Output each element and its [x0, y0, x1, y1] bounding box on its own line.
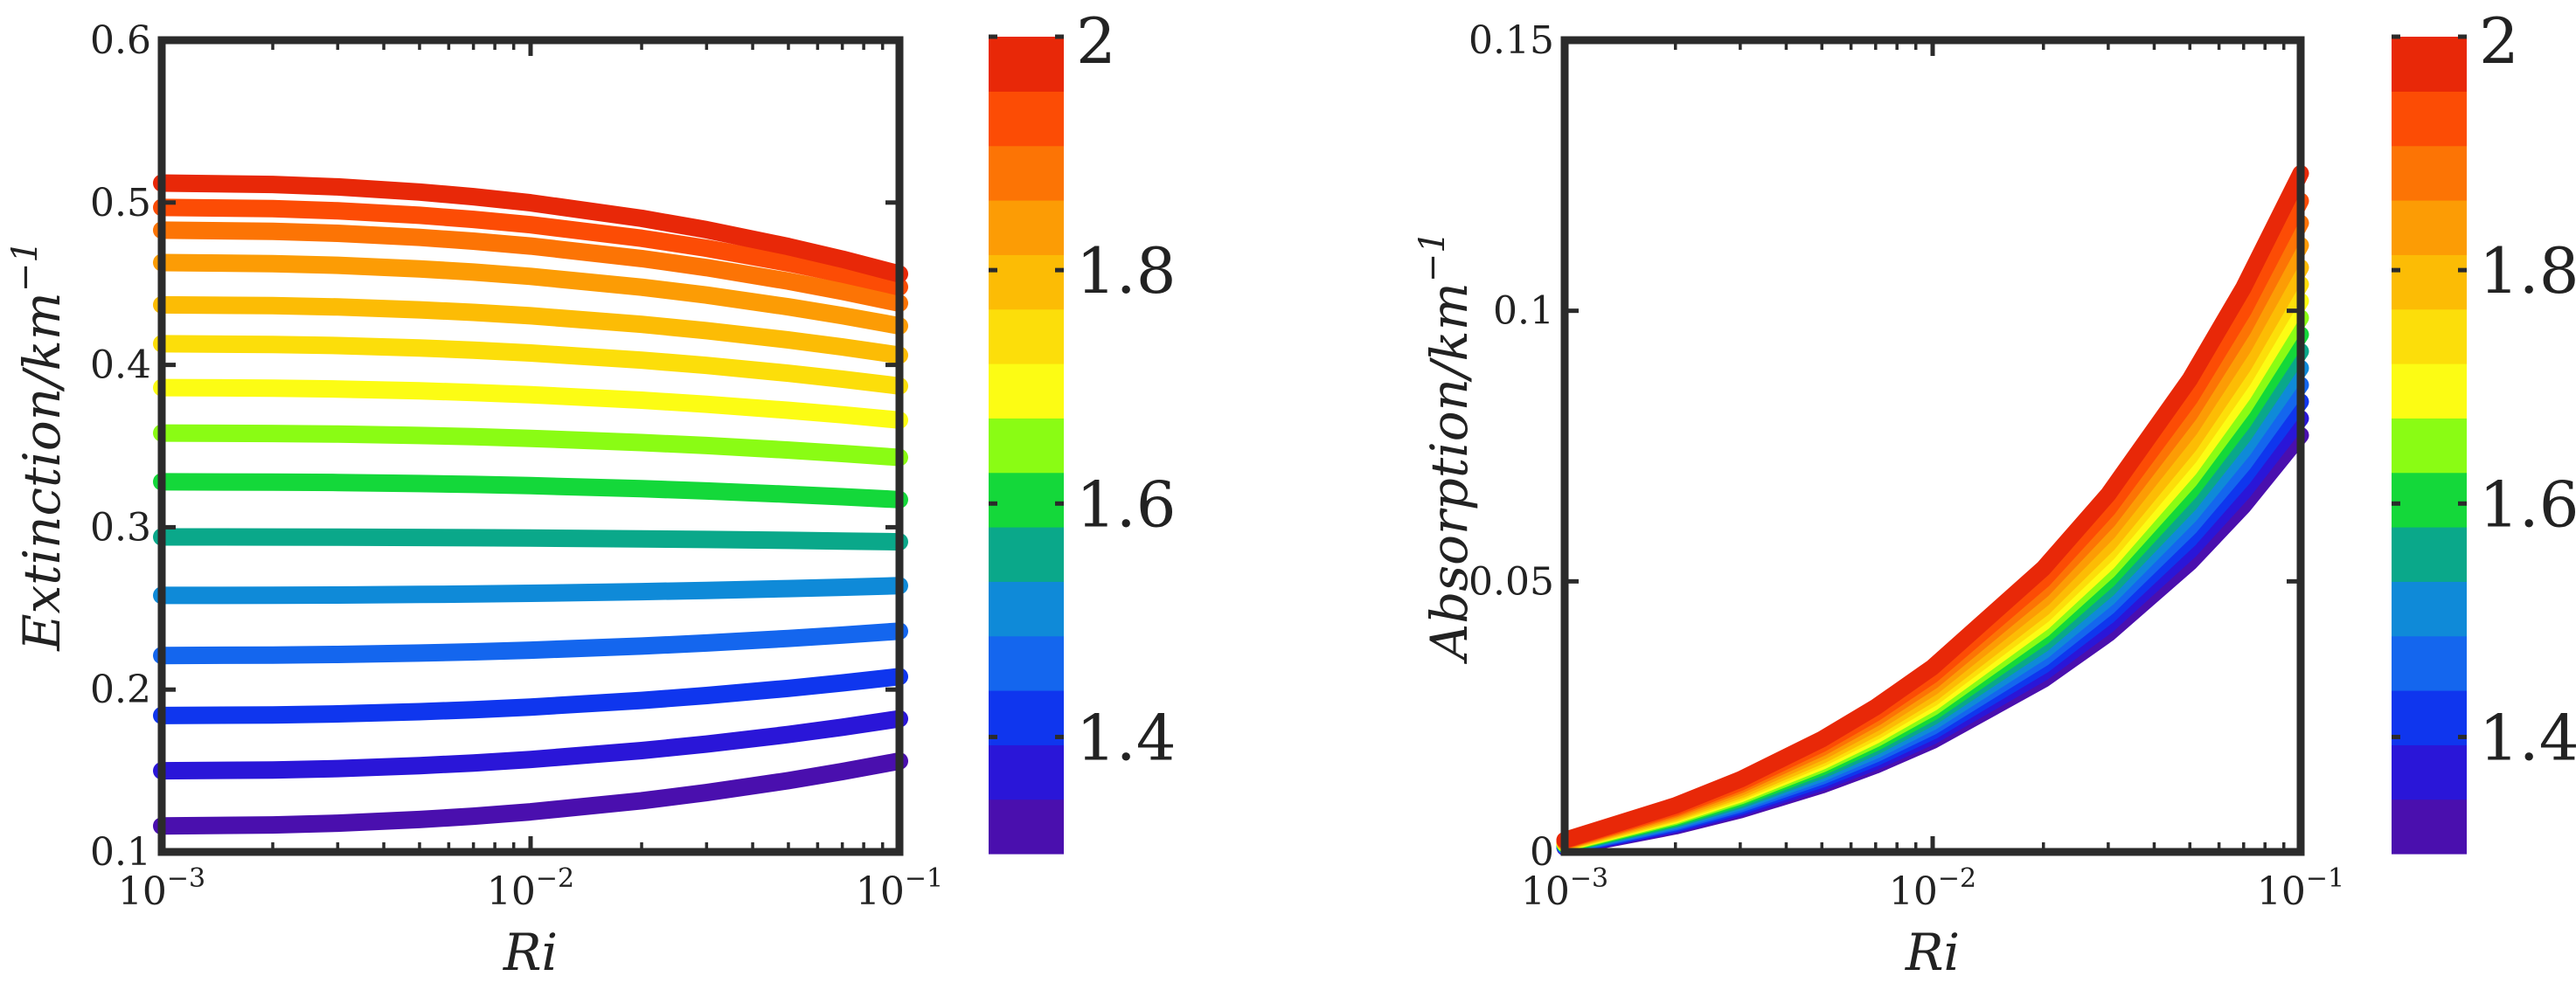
extinction-series-line	[153, 577, 908, 605]
extinction-xtick-label: 10−1	[856, 863, 943, 914]
absorption-panel: 0 0.05 0.1 0.15 10−3 10−2 10−1 Ri Absorptio…	[1413, 4, 2576, 982]
extinction-ytick-label: 0.1	[90, 830, 151, 875]
colorbar-tick-label: 1.4	[1076, 701, 1177, 774]
colorbar-segment	[2392, 418, 2467, 474]
colorbar-segment	[2392, 200, 2467, 255]
colorbar-segment	[989, 527, 1064, 582]
extinction-series-line	[153, 622, 908, 665]
extinction-series-line	[153, 710, 908, 780]
colorbar-segment	[2392, 37, 2467, 92]
extinction-ytick-label: 0.6	[90, 18, 151, 63]
colorbar-tick-label: 1.4	[2479, 701, 2576, 774]
colorbar-segment	[989, 308, 1064, 364]
absorption-ytick-label: 0.1	[1493, 289, 1554, 334]
extinction-y-axis-title: Extinction/km−1	[5, 240, 72, 652]
extinction-series-line	[153, 295, 908, 364]
extinction-series-line	[153, 424, 908, 467]
colorbar-segment	[989, 472, 1064, 528]
absorption-x-ticks: 10−3 10−2 10−1	[1521, 863, 2344, 914]
extinction-series-line	[153, 253, 908, 335]
extinction-series-line	[153, 752, 908, 835]
colorbar-segment	[989, 690, 1064, 745]
colorbar-tick-label: 2	[1076, 4, 1116, 78]
extinction-ytick-label: 0.3	[90, 505, 151, 550]
colorbar-segment	[2392, 363, 2467, 419]
colorbar-segment	[989, 744, 1064, 800]
colorbar-segment	[2392, 581, 2467, 637]
absorption-ytick-label: 0.05	[1469, 559, 1554, 604]
extinction-x-ticks: 10−3 10−2 10−1	[118, 863, 943, 914]
extinction-series-line	[153, 198, 908, 296]
absorption-plot-frame	[1560, 36, 2305, 856]
extinction-plot-frame	[157, 36, 904, 856]
extinction-series-line	[153, 528, 908, 551]
extinction-xtick-label: 10−3	[118, 863, 205, 914]
extinction-colorbar: 2 1.8 1.6 1.4	[989, 4, 1177, 855]
absorption-ytick-label: 0	[1530, 830, 1554, 875]
colorbar-tick-label: 1.6	[1076, 467, 1177, 541]
colorbar-segment	[989, 37, 1064, 92]
extinction-xtick-label: 10−2	[487, 863, 574, 914]
colorbar-segment	[2392, 635, 2467, 691]
colorbar-segment	[989, 200, 1064, 255]
absorption-ytick-label: 0.15	[1469, 18, 1554, 63]
extinction-x-axis-title: Ri	[503, 923, 558, 982]
extinction-series-line	[153, 174, 908, 283]
colorbar-segment	[2392, 527, 2467, 582]
colorbar-segment	[2392, 744, 2467, 800]
colorbar-segment	[989, 363, 1064, 419]
absorption-y-ticks: 0 0.05 0.1 0.15	[1469, 18, 2301, 875]
colorbar-segment	[989, 799, 1064, 855]
extinction-ytick-label: 0.2	[90, 668, 151, 712]
extinction-ytick-label: 0.4	[90, 343, 151, 388]
colorbar-segment	[2392, 799, 2467, 855]
colorbar-tick-label: 1.6	[2479, 467, 2576, 541]
absorption-y-axis-title: Absorption/km−1	[1413, 231, 1479, 664]
extinction-series-line	[153, 221, 908, 312]
extinction-panel: 0.1 0.2 0.3 0.4 0.5 0.6 10−3 10−2 10−1 Ri Ext…	[5, 4, 1177, 982]
colorbar-segment	[989, 418, 1064, 474]
absorption-series-line	[1556, 164, 2309, 848]
colorbar-segment	[989, 254, 1064, 310]
absorption-x-axis-title: Ri	[1905, 923, 1960, 982]
extinction-y-ticks: 0.1 0.2 0.3 0.4 0.5 0.6	[90, 18, 899, 875]
absorption-colorbar: 2 1.8 1.6 1.4	[2392, 4, 2576, 855]
colorbar-tick-label: 1.8	[1076, 234, 1177, 308]
colorbar-segment	[989, 635, 1064, 691]
absorption-xtick-label: 10−1	[2257, 863, 2344, 914]
colorbar-segment	[2392, 91, 2467, 147]
colorbar-segment	[989, 145, 1064, 201]
colorbar-segment	[989, 91, 1064, 147]
colorbar-segment	[2392, 690, 2467, 745]
extinction-series-line	[153, 668, 908, 724]
colorbar-segment	[2392, 254, 2467, 310]
colorbar-tick-label: 1.8	[2479, 234, 2576, 308]
colorbar-segment	[989, 581, 1064, 637]
extinction-series-group	[153, 174, 908, 835]
absorption-series-group	[1556, 164, 2309, 856]
extinction-series-line	[153, 473, 908, 509]
colorbar-segment	[2392, 145, 2467, 201]
absorption-xtick-label: 10−3	[1521, 863, 1608, 914]
extinction-ytick-label: 0.5	[90, 181, 151, 225]
absorption-xtick-label: 10−2	[1889, 863, 1976, 914]
colorbar-segment	[2392, 308, 2467, 364]
colorbar-tick-label: 2	[2479, 4, 2519, 78]
extinction-series-line	[153, 378, 908, 429]
extinction-series-line	[153, 335, 908, 395]
colorbar-segment	[2392, 472, 2467, 528]
